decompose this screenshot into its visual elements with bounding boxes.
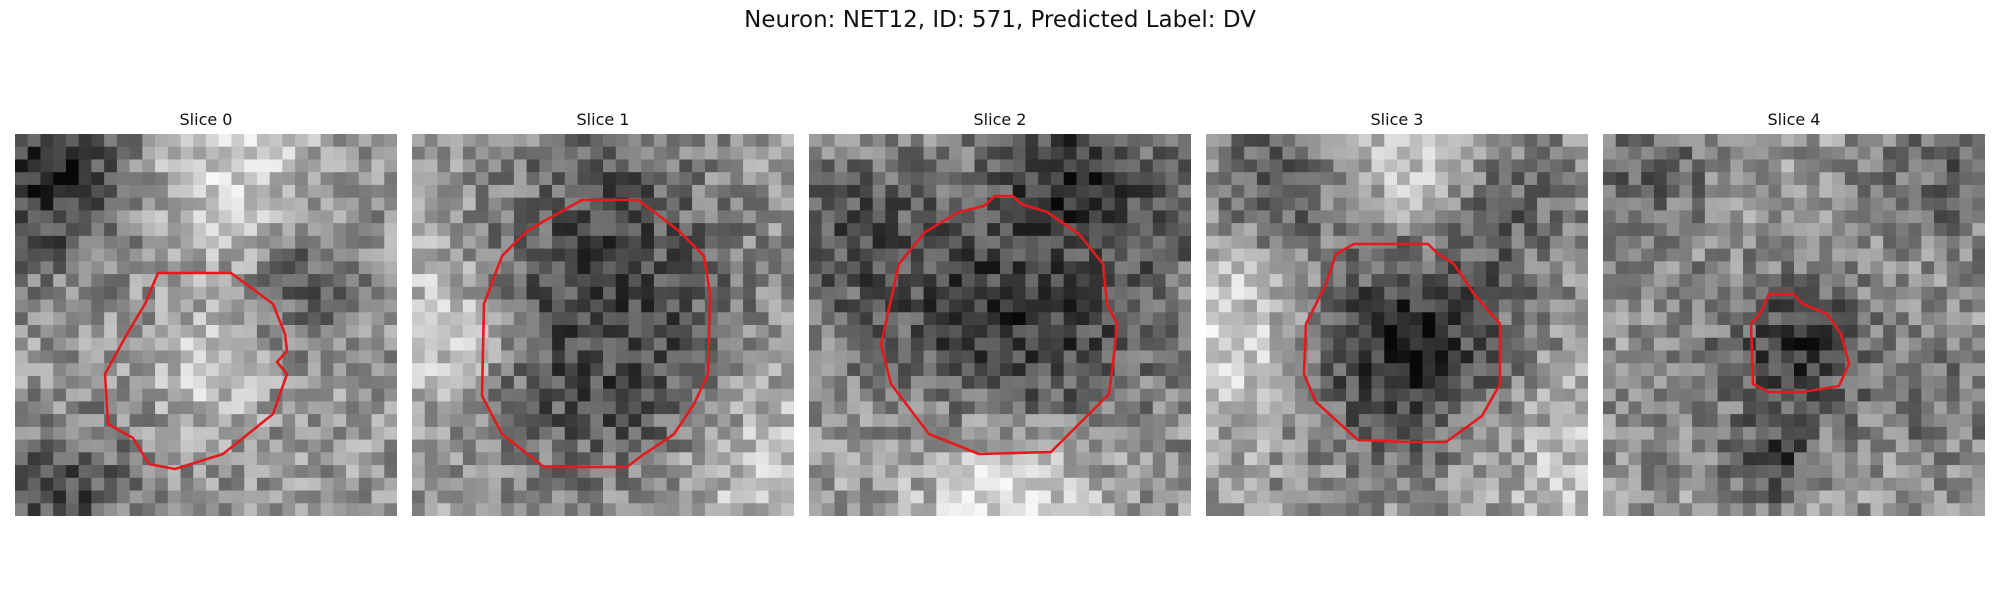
slice-title: Slice 3: [1370, 110, 1424, 129]
slice-title: Slice 2: [973, 110, 1027, 129]
grayscale-texture: [15, 134, 397, 516]
grayscale-texture: [809, 134, 1191, 516]
cell-contour: [879, 194, 1119, 456]
slice-image: [809, 134, 1191, 516]
grayscale-texture: [1603, 134, 1985, 516]
slice-image: [15, 134, 397, 516]
cell-contour: [103, 271, 289, 471]
figure-title: Neuron: NET12, ID: 571, Predicted Label:…: [744, 7, 1256, 33]
slice-image: [412, 134, 794, 516]
slice-image: [1206, 134, 1588, 516]
cell-contour: [1749, 292, 1851, 394]
grayscale-texture: [1206, 134, 1588, 516]
cell-contour: [1302, 242, 1502, 444]
slice-title: Slice 1: [576, 110, 630, 129]
slice-title: Slice 4: [1767, 110, 1821, 129]
slice-image: [1603, 134, 1985, 516]
cell-contour: [480, 198, 712, 469]
grayscale-texture: [412, 134, 794, 516]
slice-title: Slice 0: [179, 110, 233, 129]
